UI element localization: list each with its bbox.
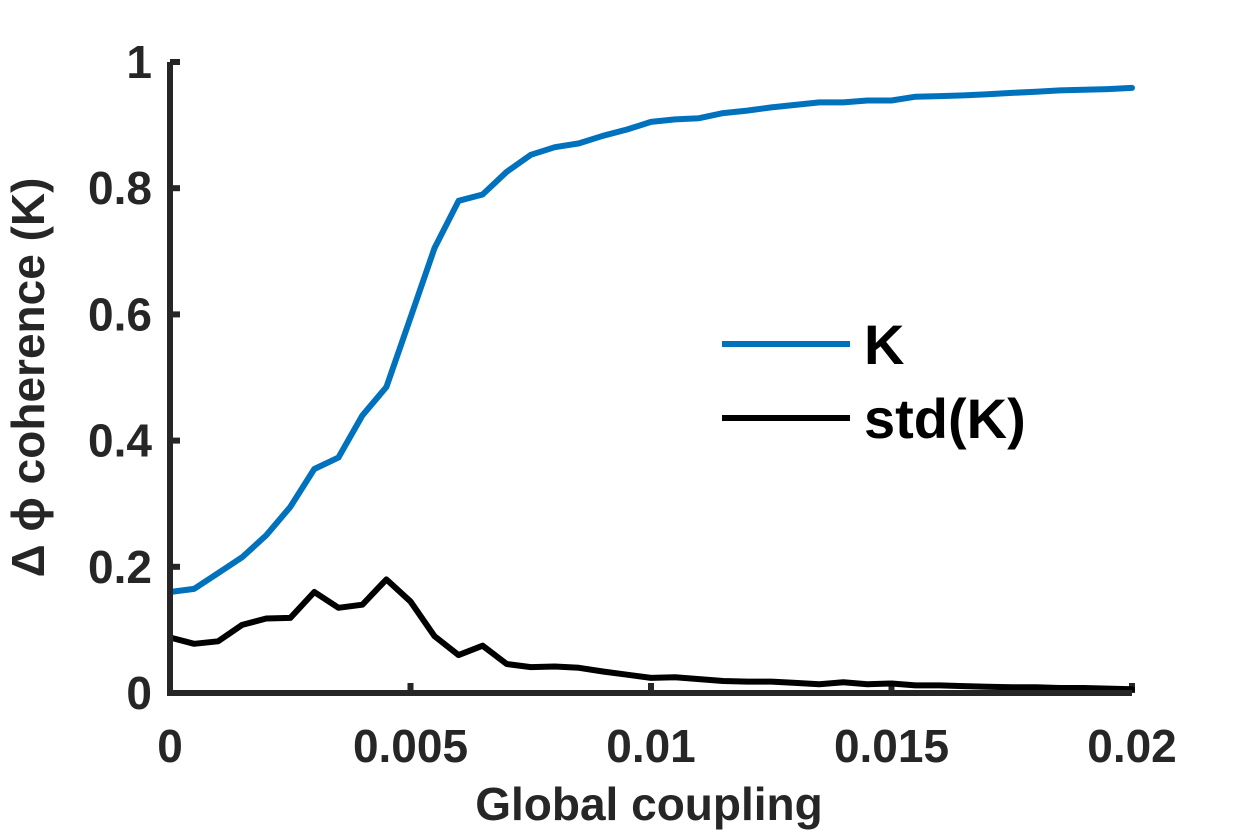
series-line	[167, 576, 1135, 693]
x-tick-label: 0.015	[834, 720, 949, 772]
y-tick-label: 0.4	[88, 415, 152, 467]
x-tick-label: 0.02	[1087, 720, 1177, 772]
legend-label: std(K)	[864, 387, 1026, 450]
y-tick-label: 0.8	[88, 162, 152, 214]
x-axis-ticks: 0 0.005 0.01 0.015 0.02	[157, 683, 1177, 772]
legend-label: K	[864, 313, 904, 376]
series-lines	[167, 84, 1135, 693]
series-line	[167, 84, 1135, 595]
x-tick-label: 0.01	[606, 720, 696, 772]
y-tick-label: 1	[126, 36, 152, 88]
x-tick-label: 0.005	[353, 720, 468, 772]
y-tick-label: 0	[126, 667, 152, 719]
y-axis-label: Δ ϕ coherence (K)	[2, 178, 54, 578]
x-axis-label: Global coupling	[475, 778, 823, 830]
x-tick-label: 0	[157, 720, 183, 772]
y-tick-label: 0.6	[88, 288, 152, 340]
y-tick-label: 0.2	[88, 541, 152, 593]
y-axis-ticks: 0 0.2 0.4 0.6 0.8 1	[88, 36, 180, 719]
